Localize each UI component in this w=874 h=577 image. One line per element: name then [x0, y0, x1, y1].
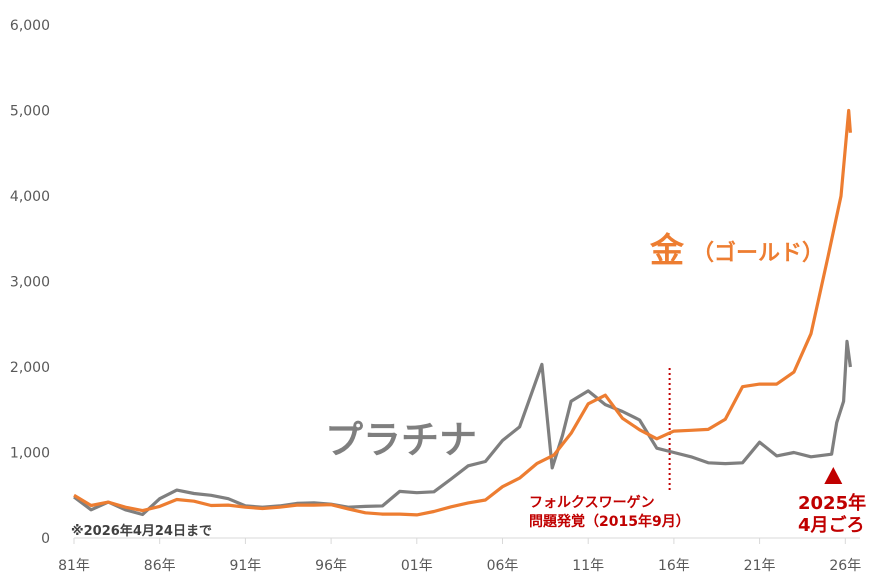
x-tick-label: 01年 [401, 558, 433, 574]
y-tick-label: 5,000 [10, 104, 50, 120]
gold-sub-label: （ゴールド） [692, 240, 824, 266]
x-tick-label: 21年 [744, 558, 776, 574]
y-tick-label: 1,000 [10, 446, 50, 462]
x-tick-label: 06年 [487, 558, 519, 574]
platinum-series-line [73, 339, 852, 517]
y-tick-label: 6,000 [10, 18, 50, 34]
gold-label: 金 [649, 231, 685, 271]
date-note: ※2026年4月24日まで [71, 523, 212, 539]
gold-series-line [73, 108, 852, 517]
apr2025-annotation-line2: 4月ごろ [798, 514, 865, 536]
platinum-label: プラチナ [325, 418, 477, 462]
x-tick-label: 81年 [58, 558, 90, 574]
triangle-marker-icon [824, 467, 843, 484]
vw-annotation-line1: フォルクスワーゲン [529, 494, 655, 511]
x-tick-label: 11年 [572, 558, 604, 574]
y-tick-label: 3,000 [10, 275, 50, 291]
y-tick-label: 2,000 [10, 360, 50, 376]
y-tick-label: 0 [41, 531, 50, 547]
x-tick-label: 86年 [144, 558, 176, 574]
y-tick-label: 4,000 [10, 189, 50, 205]
apr2025-annotation-line1: 2025年 [798, 492, 866, 514]
y-axis: 0 1,000 2,000 3,000 4,000 5,000 6,000 [10, 18, 50, 547]
x-tick-label: 96年 [315, 558, 347, 574]
x-tick-label: 26年 [829, 558, 861, 574]
x-tick-label: 16年 [658, 558, 690, 574]
x-tick-label: 91年 [229, 558, 261, 574]
vw-annotation-line2: 問題発覚（2015年9月） [529, 513, 690, 530]
x-axis: 81年 86年 91年 96年 01年 06年 11年 16年 21年 26年 [58, 537, 861, 574]
